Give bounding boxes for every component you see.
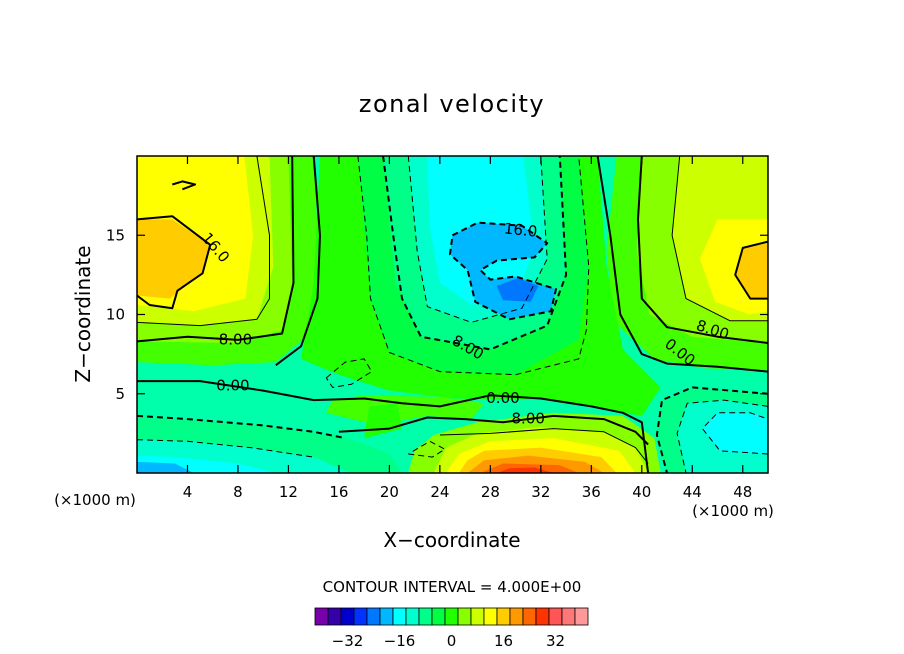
x-tick-label: 16	[329, 483, 348, 501]
contour-fill-region	[137, 219, 211, 299]
x-tick-label: 4	[183, 483, 193, 501]
x-tick-label: 32	[531, 483, 550, 501]
colorbar-swatch	[457, 607, 472, 626]
colorbar-swatch	[418, 607, 433, 626]
contour-line	[439, 428, 649, 464]
colorbar-swatch	[314, 607, 329, 626]
contour-label: 16.0	[503, 219, 538, 240]
x-axis: 4 8 12 16 20 24 28 32 36 40 44 48	[183, 156, 752, 501]
contour-fill-region	[496, 467, 554, 473]
x-tick-label: 20	[380, 483, 399, 501]
colorbar-swatch	[353, 607, 368, 626]
negative-contour-line	[137, 414, 346, 440]
negative-contour-line	[325, 358, 373, 388]
colorbar-swatch	[548, 607, 563, 626]
colorbar-tick-label: 16	[494, 632, 513, 650]
negative-contour-line	[449, 221, 557, 321]
contour-line	[137, 380, 650, 473]
colorbar-swatch	[379, 607, 394, 626]
negative-contour-line	[676, 399, 768, 473]
contour-fills	[137, 156, 768, 473]
contour-fill-region	[702, 412, 768, 454]
x-unit-right: (×1000 m)	[692, 502, 774, 520]
negative-contour-line	[407, 156, 548, 323]
x-tick-label: 36	[582, 483, 601, 501]
y-axis-label: Z−coordinate	[71, 245, 95, 382]
colorbar-swatch	[522, 607, 537, 626]
negative-contour-line	[701, 412, 768, 455]
contour-line	[172, 180, 197, 191]
colorbar-swatch	[405, 607, 420, 626]
colorbar-tick-label: 32	[546, 632, 565, 650]
y-axis: 5 10 15	[106, 226, 768, 403]
negative-contour-line	[408, 440, 446, 458]
colorbar-swatch	[327, 607, 342, 626]
colorbar-tick-label: 0	[447, 632, 457, 650]
colorbar-swatch	[444, 607, 459, 626]
colorbar-swatch	[340, 607, 355, 626]
colorbar-swatch	[535, 607, 550, 626]
colorbar: −32 −16 0 16 32	[314, 607, 589, 650]
contour-line	[734, 240, 768, 300]
x-tick-label: 28	[481, 483, 500, 501]
contour-lines	[137, 156, 768, 473]
contour-label: 8.00	[219, 330, 252, 348]
contour-label: 0.00	[216, 376, 249, 394]
x-tick-label: 48	[733, 483, 752, 501]
contour-line	[637, 156, 768, 344]
negative-contour-line	[137, 439, 314, 458]
colorbar-swatch	[366, 607, 381, 626]
contour-fill-region	[137, 461, 194, 473]
colorbar-swatch	[574, 607, 589, 626]
colorbar-swatch	[509, 607, 524, 626]
colorbar-swatch	[470, 607, 485, 626]
colorbar-swatch	[483, 607, 498, 626]
x-unit-left: (×1000 m)	[54, 491, 136, 509]
y-tick-label: 5	[115, 385, 125, 403]
contour-line	[671, 156, 768, 322]
contour-line	[137, 156, 295, 343]
contour-line	[275, 156, 321, 366]
colorbar-tick-label: −16	[384, 632, 416, 650]
contour-interval-note: CONTOUR INTERVAL = 4.000E+00	[323, 578, 582, 596]
x-tick-label: 24	[430, 483, 449, 501]
negative-contour-line	[357, 156, 590, 376]
y-tick-label: 10	[106, 306, 125, 324]
contour-line	[137, 156, 270, 327]
colorbar-swatch	[431, 607, 446, 626]
colorbar-swatch	[561, 607, 576, 626]
x-tick-label: 44	[683, 483, 702, 501]
x-tick-label: 12	[279, 483, 298, 501]
contour-fill-region	[326, 395, 485, 426]
contour-line	[596, 156, 768, 373]
contour-fill-region	[735, 241, 768, 299]
contour-label: 8.00	[512, 410, 545, 428]
contour-line	[137, 215, 212, 310]
x-tick-label: 8	[233, 483, 243, 501]
negative-contour-line	[382, 156, 568, 351]
colorbar-swatch	[392, 607, 407, 626]
contour-line	[338, 414, 649, 446]
chart-title: zonal velocity	[359, 90, 545, 118]
negative-contour-line	[655, 386, 768, 473]
colorbar-swatch	[496, 607, 511, 626]
y-tick-label: 15	[106, 226, 125, 244]
contour-label: 0.00	[486, 389, 519, 407]
x-tick-label: 40	[632, 483, 651, 501]
x-axis-label: X−coordinate	[383, 528, 520, 552]
colorbar-tick-label: −32	[332, 632, 364, 650]
